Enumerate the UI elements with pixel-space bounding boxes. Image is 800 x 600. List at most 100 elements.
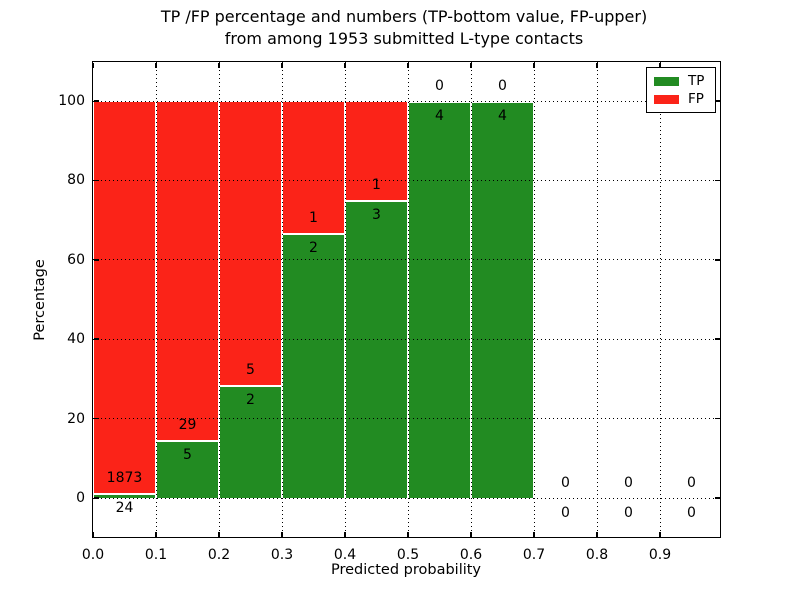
x-tick-bottom [281,531,283,537]
x-axis-label: Predicted probability [330,562,482,578]
bar-segment-tp [408,101,471,498]
bar-segment-tp [219,384,282,498]
annotation-fp-count: 1 [309,210,318,227]
bar-segment-fp [219,101,282,385]
annotation-tp-count: 2 [309,240,318,257]
y-tick-label: 0 [76,490,85,506]
annotation-fp-count: 29 [178,416,197,433]
gridline-vertical [344,62,346,538]
x-tick-label: 0.2 [207,547,231,563]
annotation-tp-count: 0 [561,505,570,521]
y-tick-left [94,259,99,261]
x-tick-label: 0.5 [396,547,420,563]
x-tick-bottom [92,531,94,537]
gridline-vertical [596,62,598,538]
y-tick-label: 20 [67,410,85,427]
annotation-fp-count: 0 [435,78,444,94]
y-tick-left [94,179,99,182]
x-tick-top [218,63,220,68]
y-tick-left [94,338,99,340]
annotation-tp-count: 4 [435,108,444,124]
x-tick-label: 0.9 [648,547,672,563]
annotation-tp-count: 0 [687,505,696,521]
gridline-vertical [407,62,409,538]
bar-segment-tp [471,101,534,498]
annotation-tp-count: 24 [115,499,134,516]
bar-segment-tp [282,233,345,498]
y-tick-right [714,100,720,102]
annotation-fp-count: 0 [498,78,507,94]
gridline-horizontal [93,259,721,261]
bar-segment-fp [93,101,156,493]
x-tick-top [533,63,535,68]
gridline-horizontal [93,100,721,102]
x-tick-label: 0.7 [522,547,546,563]
x-tick-bottom [155,531,157,537]
bar-segment-tp [156,439,219,498]
x-tick-bottom [344,531,346,537]
y-tick-right [714,338,720,340]
annotation-fp-count: 0 [687,475,696,491]
x-tick-top [344,63,346,68]
bar-segment-fp [282,101,345,234]
gridline-vertical [470,62,472,538]
x-tick-top [92,63,94,68]
x-tick-top [155,63,157,68]
y-tick-label: 40 [67,331,85,348]
x-tick-label: 0.0 [81,547,105,563]
gridline-horizontal [93,179,721,181]
y-tick-left [94,417,99,420]
annotation-tp-count: 3 [372,207,381,224]
chart-title: TP /FP percentage and numbers (TP-bottom… [161,6,647,50]
x-tick-bottom [470,531,472,537]
bar-segment-fp [345,101,408,201]
x-tick-label: 0.1 [144,547,168,563]
annotation-tp-count: 5 [183,446,192,463]
x-tick-label: 0.4 [333,547,357,563]
legend-swatch-tp [654,76,679,86]
x-tick-top [281,63,283,68]
y-tick-left [94,100,99,102]
y-tick-right [714,259,720,261]
x-tick-label: 0.6 [459,547,483,563]
annotation-fp-count: 0 [624,475,633,491]
gridline-vertical [281,62,283,538]
x-tick-bottom [407,531,409,537]
gridline-vertical [155,62,157,538]
y-axis-label: Percentage [32,259,48,341]
x-tick-bottom [596,531,598,537]
y-tick-right [714,417,720,420]
x-tick-label: 0.3 [270,547,294,563]
annotation-fp-count: 0 [561,475,570,491]
annotation-fp-count: 5 [246,361,255,378]
y-tick-label: 60 [67,251,85,268]
gridline-horizontal [93,418,721,420]
legend-label: FP [688,91,704,107]
x-tick-bottom [659,531,661,537]
annotation-tp-count: 0 [624,505,633,521]
x-tick-bottom [533,531,535,537]
annotation-tp-count: 2 [246,391,255,408]
bar-segment-tp [345,200,408,498]
annotation-fp-count: 1 [372,177,381,194]
x-tick-top [659,63,661,68]
chart-title-line1: TP /FP percentage and numbers (TP-bottom… [160,7,648,26]
chart-title-line2: from among 1953 submitted L-type contact… [224,29,584,48]
x-tick-bottom [218,531,220,537]
legend-entry-tp: TP [654,74,708,88]
x-tick-top [596,63,598,68]
annotation-fp-count: 1873 [106,469,143,486]
y-tick-label: 100 [58,93,85,109]
y-tick-right [714,179,720,182]
gridline-vertical [659,62,661,538]
legend-label: TP [688,73,705,89]
gridline-vertical [533,62,535,538]
legend: TP FP [646,67,716,113]
legend-entry-fp: FP [654,92,708,106]
x-tick-label: 0.8 [585,547,609,563]
gridline-horizontal [93,497,721,499]
gridline-vertical [218,62,220,538]
x-tick-top [407,63,409,68]
x-tick-top [470,63,472,68]
